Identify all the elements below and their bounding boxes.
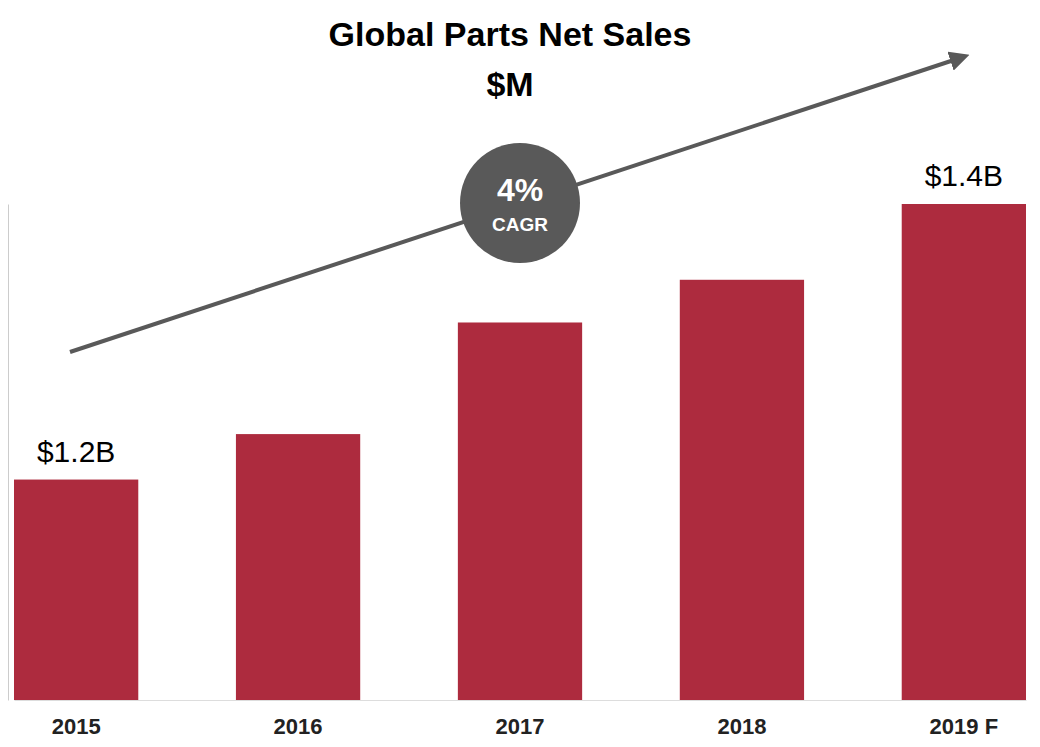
title: Global Parts Net Sales [329, 15, 692, 53]
bars [14, 204, 1026, 700]
y-axis-line [8, 205, 9, 701]
bar [902, 204, 1026, 700]
x-tick: 2016 [274, 700, 323, 739]
x-axis: 2015 2016 2017 2018 2019 F [15, 700, 1027, 739]
bar [236, 434, 360, 700]
bar [14, 480, 138, 700]
chart: Global Parts Net Sales $M 2015 2016 2017 2018… [0, 0, 1040, 747]
annotation: 4% [497, 172, 543, 208]
x-tick-label: 2019 F [930, 714, 999, 739]
x-axis-line [15, 700, 1027, 701]
x-tick-label: 2018 [717, 714, 766, 739]
annotation: CAGR [492, 214, 548, 235]
x-tick: 2015 [52, 700, 101, 739]
bar [458, 322, 582, 700]
cagr-badge [460, 143, 580, 263]
x-tick: 2018 [717, 700, 766, 739]
x-tick-label: 2016 [274, 714, 323, 739]
x-tick: 2019 F [930, 700, 999, 739]
subtitle: $M [486, 65, 533, 103]
data-label: $1.2B [37, 435, 115, 468]
x-tick: 2017 [496, 700, 545, 739]
trend-arrow [70, 58, 960, 352]
bar [680, 280, 804, 700]
data-label: $1.4B [925, 159, 1003, 192]
x-tick-label: 2017 [496, 714, 545, 739]
y-axis [8, 205, 9, 701]
x-tick-label: 2015 [52, 714, 101, 739]
